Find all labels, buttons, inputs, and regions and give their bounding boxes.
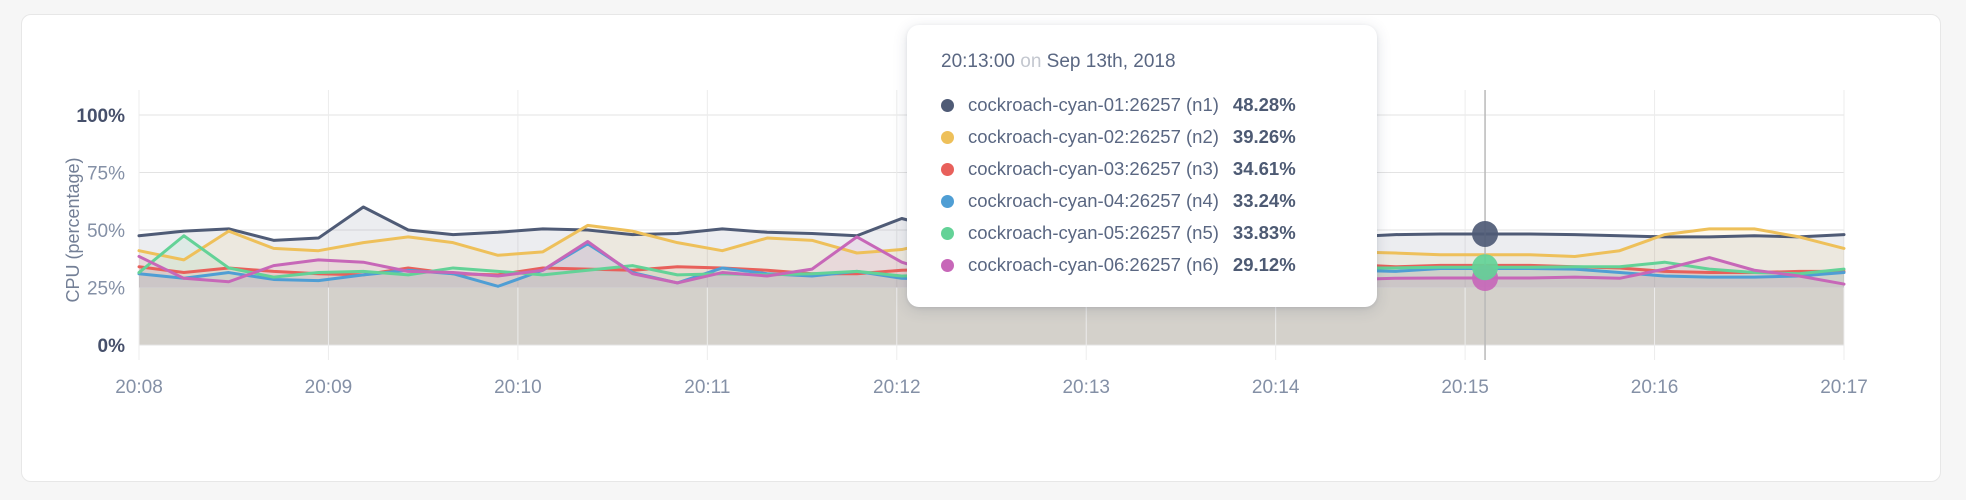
tooltip-series-list: cockroach-cyan-01:26257 (n1) 48.28% cockro… — [941, 89, 1347, 281]
tooltip-row: cockroach-cyan-03:26257 (n3) 34.61% — [941, 153, 1347, 185]
tooltip-date: Sep 13th, 2018 — [1046, 51, 1176, 72]
tooltip-series-label: cockroach-cyan-03:26257 (n3) — [968, 158, 1219, 179]
y-axis-tick-label: 100% — [76, 106, 125, 127]
tooltip-row: cockroach-cyan-02:26257 (n2) 39.26% — [941, 121, 1347, 153]
hover-marker — [1472, 220, 1499, 247]
x-axis-tick-label: 20:14 — [1252, 377, 1300, 398]
x-axis-tick-label: 20:10 — [494, 377, 542, 398]
cpu-percent-graph-card: CPU Percent 100%75%50%25%0%20:0820:0920:… — [21, 14, 1941, 482]
x-axis-tick-label: 20:09 — [305, 377, 353, 398]
y-axis-tick-label: 0% — [98, 336, 126, 357]
series-color-dot-icon — [941, 130, 954, 144]
series-color-dot-icon — [941, 98, 954, 112]
tooltip-series-label: cockroach-cyan-01:26257 (n1) — [968, 94, 1219, 115]
tooltip-series-label: cockroach-cyan-02:26257 (n2) — [968, 126, 1219, 147]
y-axis-title: CPU (percentage) — [63, 157, 83, 302]
tooltip-series-label: cockroach-cyan-06:26257 (n6) — [968, 254, 1219, 275]
series-area — [139, 235, 1844, 288]
y-axis-tick-label: 25% — [87, 279, 125, 300]
series-color-dot-icon — [941, 258, 954, 272]
tooltip-series-value: 34.61% — [1232, 158, 1296, 179]
x-axis-tick-label: 20:16 — [1631, 377, 1679, 398]
x-axis-tick-label: 20:13 — [1062, 377, 1110, 398]
x-axis-tick-label: 20:17 — [1820, 377, 1868, 398]
tooltip-row: cockroach-cyan-06:26257 (n6) 29.12% — [941, 249, 1347, 281]
series-area — [139, 235, 1844, 288]
tooltip-time: 20:13:00 — [941, 51, 1015, 72]
tooltip-separator: on — [1020, 51, 1042, 72]
tooltip-series-value: 29.12% — [1232, 254, 1296, 275]
x-axis-tick-label: 20:15 — [1441, 377, 1489, 398]
y-axis-tick-label: 50% — [87, 221, 125, 242]
x-axis-tick-label: 20:12 — [873, 377, 921, 398]
tooltip-timestamp: 20:13:00 on Sep 13th, 2018 — [941, 51, 1347, 73]
tooltip-row: cockroach-cyan-01:26257 (n1) 48.28% — [941, 89, 1347, 121]
tooltip-row: cockroach-cyan-05:26257 (n5) 33.83% — [941, 217, 1347, 249]
y-axis-tick-label: 75% — [87, 164, 125, 185]
x-axis-tick-label: 20:11 — [684, 377, 730, 398]
tooltip-series-value: 48.28% — [1232, 94, 1296, 115]
chart-tooltip: 20:13:00 on Sep 13th, 2018 cockroach-cya… — [907, 25, 1377, 307]
hover-marker — [1472, 254, 1499, 281]
x-axis-tick-label: 20:08 — [115, 377, 163, 398]
series-area — [139, 242, 1844, 288]
tooltip-series-label: cockroach-cyan-04:26257 (n4) — [968, 190, 1219, 211]
series-area — [139, 236, 1844, 288]
series-color-dot-icon — [941, 226, 954, 240]
tooltip-series-label: cockroach-cyan-05:26257 (n5) — [968, 222, 1219, 243]
tooltip-row: cockroach-cyan-04:26257 (n4) 33.24% — [941, 185, 1347, 217]
series-color-dot-icon — [941, 162, 954, 176]
tooltip-series-value: 39.26% — [1232, 126, 1296, 147]
series-color-dot-icon — [941, 194, 954, 208]
tooltip-series-value: 33.83% — [1232, 222, 1296, 243]
tooltip-series-value: 33.24% — [1232, 190, 1296, 211]
